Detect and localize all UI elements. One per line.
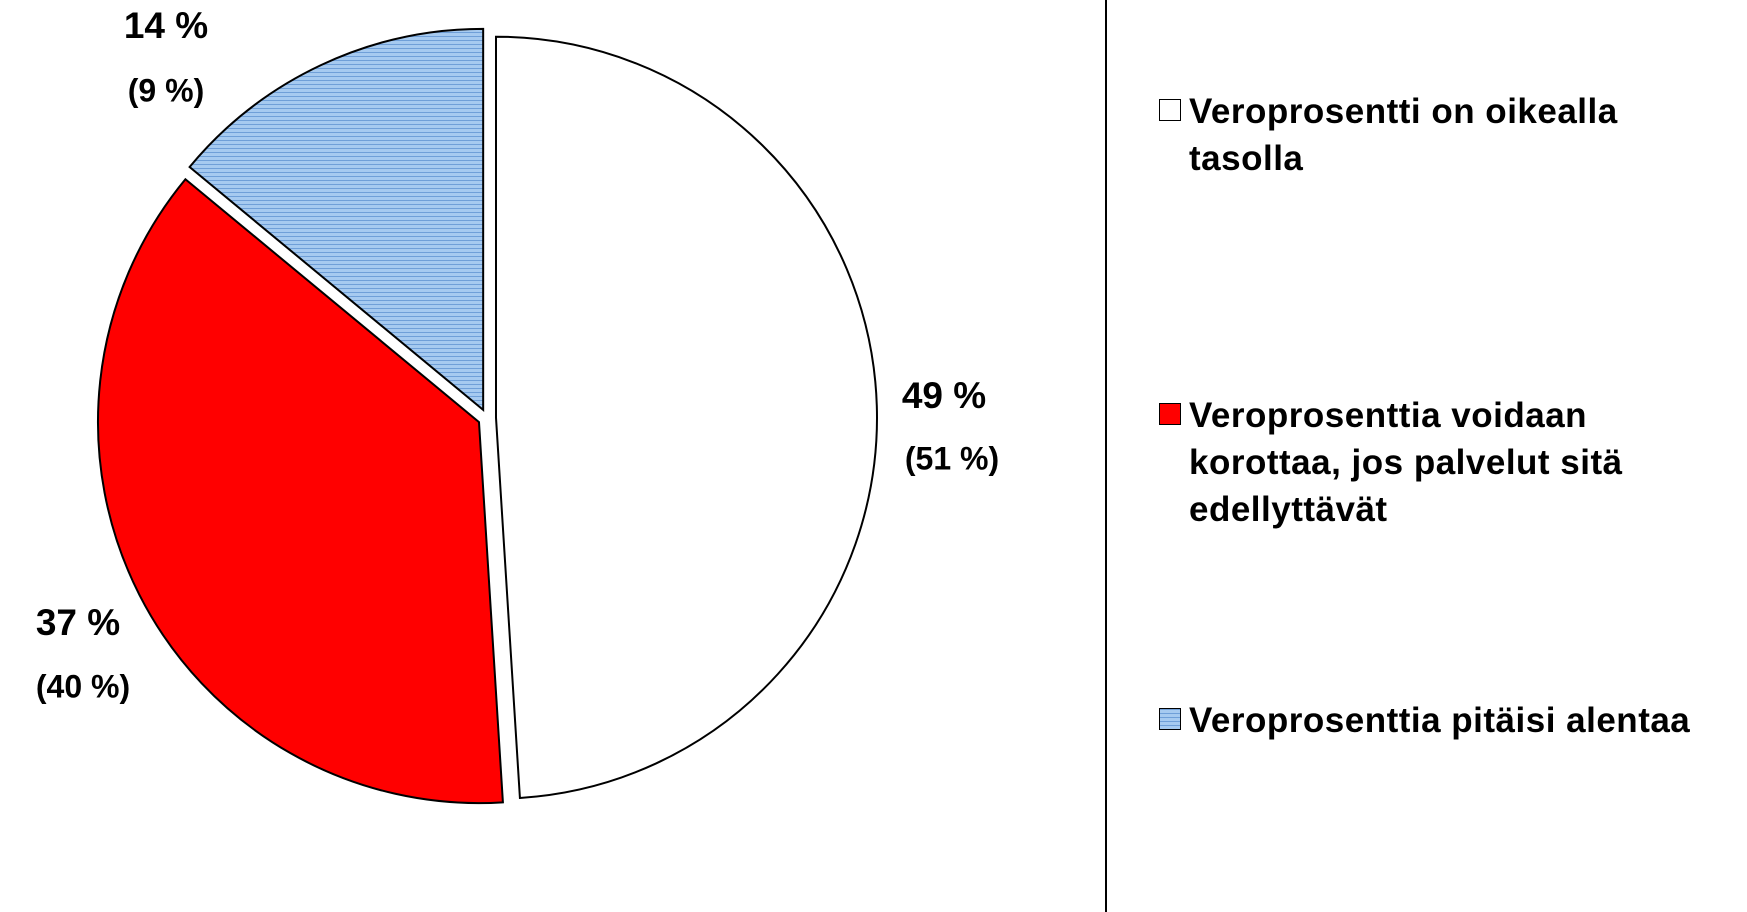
legend-item: Veroprosenttia pitäisi alentaa [1159, 697, 1739, 744]
legend-label: Veroprosentti on oikealla tasolla [1189, 92, 1618, 178]
legend-swatch [1159, 99, 1181, 121]
pie-slice [188, 27, 485, 412]
comparison-label: (51 %) [905, 440, 999, 476]
data-label: 37 % [36, 602, 120, 643]
comparison-label: (9 %) [128, 72, 204, 108]
legend-swatch [1159, 403, 1181, 425]
pie-slice [97, 177, 504, 805]
legend-label: Veroprosenttia voidaan korottaa, jos pal… [1189, 396, 1623, 529]
legend-item: Veroprosenttia voidaan korottaa, jos pal… [1159, 392, 1739, 533]
pie-slice [494, 35, 878, 800]
data-label: 49 % [902, 375, 986, 416]
legend-swatch [1159, 708, 1181, 730]
legend-item: Veroprosentti on oikealla tasolla [1159, 88, 1739, 182]
legend-label: Veroprosenttia pitäisi alentaa [1189, 701, 1691, 740]
data-label: 14 % [124, 5, 208, 46]
comparison-label: (40 %) [36, 668, 130, 704]
